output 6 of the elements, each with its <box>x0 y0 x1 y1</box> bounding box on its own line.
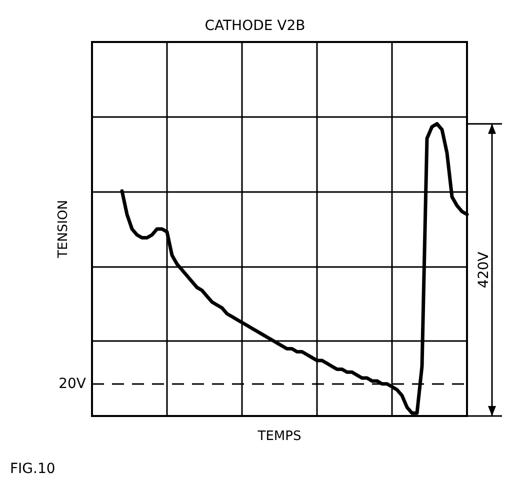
caption: FIG.10 <box>10 461 56 477</box>
ref-line-label: 20V <box>58 376 86 392</box>
y-axis-title: TENSION <box>56 200 71 259</box>
text: 420V <box>476 251 492 288</box>
chart-title: CATHODE V2B <box>204 18 306 34</box>
x-axis-title: TEMPS <box>256 429 302 444</box>
